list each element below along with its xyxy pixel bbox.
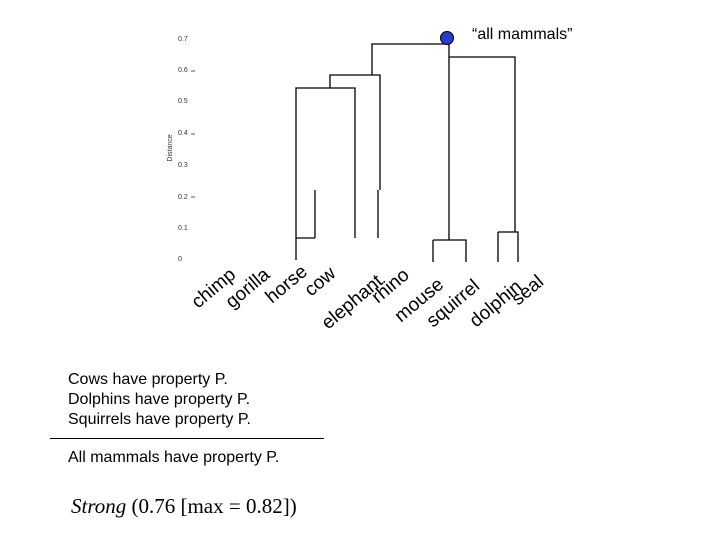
premises: Cows have property P. Dolphins have prop… bbox=[68, 370, 251, 430]
argument-strength: Strong (0.76 [max = 0.82]) bbox=[71, 494, 297, 519]
branch-mouse-squirrel bbox=[432, 239, 467, 262]
leaf-label: cow bbox=[301, 263, 341, 301]
strength-detail: (0.76 [max = 0.82]) bbox=[126, 494, 297, 518]
branch-right-clade bbox=[448, 56, 516, 240]
root-marker bbox=[440, 31, 454, 45]
axis-tick-7: 0.7 bbox=[178, 36, 188, 43]
axis-tick-6: 0.6 bbox=[178, 67, 188, 74]
branch-dolphin-seal bbox=[497, 231, 519, 262]
root-label: “all mammals” bbox=[472, 26, 572, 43]
premise: Cows have property P. bbox=[68, 371, 228, 388]
axis-tick-2: 0.2 bbox=[178, 194, 188, 201]
branch-cow-elephant bbox=[296, 190, 316, 239]
premise: Dolphins have property P. bbox=[68, 391, 251, 408]
conclusion: All mammals have property P. bbox=[68, 449, 280, 466]
axis-title: Distance bbox=[167, 134, 174, 161]
leaf-label: seal bbox=[508, 271, 548, 309]
axis-tick-1: 0.1 bbox=[178, 225, 188, 232]
axis-tick-3: 0.3 bbox=[178, 162, 188, 169]
axis-tick-0: 0 bbox=[178, 256, 182, 263]
dendrogram: Distance 0 0.1 0.2 0.3 0.4 0.5 0.6 0.7 bbox=[167, 26, 572, 334]
premise: Squirrels have property P. bbox=[68, 411, 251, 428]
argument-divider bbox=[50, 438, 324, 439]
axis-ticks: 0 0.1 0.2 0.3 0.4 0.5 0.6 0.7 bbox=[178, 36, 188, 263]
axis-tick-5: 0.5 bbox=[178, 98, 188, 105]
dendrogram-branches bbox=[295, 43, 519, 262]
leaf-labels: chimp gorilla horse cow elephant rhino m… bbox=[188, 261, 548, 334]
strength-word: Strong bbox=[71, 494, 127, 518]
axis-tick-4: 0.4 bbox=[178, 130, 188, 137]
branch-root bbox=[371, 43, 450, 75]
branch-left-clade bbox=[329, 74, 381, 190]
branch-ungulates bbox=[295, 87, 356, 238]
axis-tick-marks bbox=[191, 70, 195, 198]
